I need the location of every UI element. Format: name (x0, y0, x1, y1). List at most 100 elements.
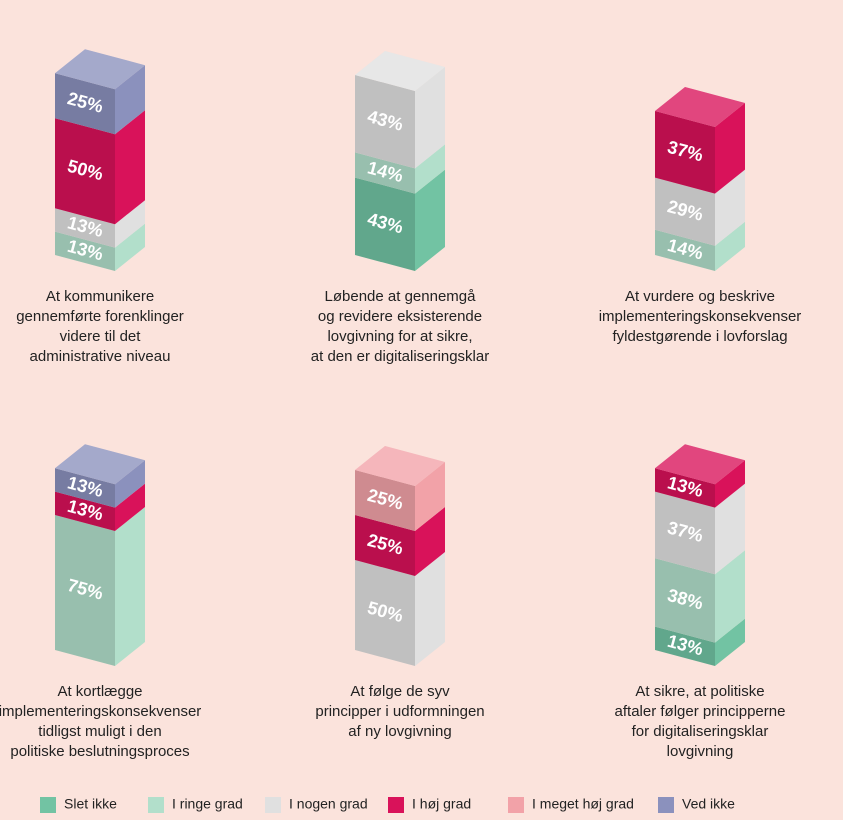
segment-front (55, 515, 115, 666)
bar-segment (55, 460, 145, 508)
category-label: At kommunikere (46, 288, 154, 305)
segment-front-shade (655, 229, 715, 271)
bar-top (355, 446, 445, 486)
bar-segment (355, 144, 445, 194)
segment-side (415, 144, 445, 194)
bar-segment (55, 483, 145, 531)
category-label: Løbende at gennemgå (325, 288, 477, 305)
category-label: af ny lovgivning (348, 723, 451, 740)
bar-segment (355, 552, 445, 666)
legend-label: Ved ikke (682, 796, 735, 812)
segment-front (55, 468, 115, 508)
bar-segment (55, 507, 145, 666)
legend-label: I ringe grad (172, 796, 243, 812)
segment-front-shade (655, 468, 715, 508)
bar-top (655, 444, 745, 485)
segment-front (655, 626, 715, 666)
category-label: At vurdere og beskrive (625, 288, 775, 305)
segment-front-shade (55, 515, 115, 666)
segment-side (415, 552, 445, 666)
legend-label: I nogen grad (289, 796, 368, 812)
bar-top (655, 87, 745, 127)
segment-side (415, 462, 445, 531)
bar-top (355, 51, 445, 91)
segment-front-shade (655, 111, 715, 194)
legend-swatch (508, 797, 524, 813)
legend-label: I meget høj grad (532, 796, 634, 812)
segment-side (115, 65, 145, 135)
segment-front (655, 111, 715, 194)
category-label: lovgivning (667, 743, 734, 760)
segment-side (115, 460, 145, 508)
segment-side (115, 507, 145, 666)
bar-segment (55, 110, 145, 225)
bar-segment (655, 618, 745, 666)
bar-segment (55, 65, 145, 135)
bar-segment (55, 200, 145, 248)
bar-top-tint (655, 87, 745, 127)
bar-segment (355, 67, 445, 169)
segment-side (415, 507, 445, 576)
category-label: tidligst muligt i den (38, 723, 161, 740)
legend-label: Slet ikke (64, 796, 117, 812)
bar-top (55, 444, 145, 485)
segment-front (655, 229, 715, 271)
segment-front-shade (355, 560, 415, 666)
bar-segment (655, 169, 745, 246)
legend-label: I høj grad (412, 796, 471, 812)
category-label: at den er digitaliseringsklar (311, 348, 489, 365)
category-label: lovgivning for at sikre, (327, 328, 472, 345)
category-label: administrative niveau (30, 348, 171, 365)
category-label: implementeringskonsekvenser (599, 308, 802, 325)
legend-swatch (265, 797, 281, 813)
segment-front-shade (655, 558, 715, 643)
category-label: fyldestgørende i lovforslag (612, 328, 787, 345)
segment-side (715, 618, 745, 666)
segment-front (655, 177, 715, 246)
segment-side (715, 460, 745, 508)
segment-front (55, 208, 115, 248)
segment-front (355, 152, 415, 194)
bar-segment (655, 483, 745, 575)
segment-side (715, 169, 745, 246)
legend-swatch (658, 797, 674, 813)
segment-front (655, 468, 715, 508)
segment-side (715, 483, 745, 575)
category-label: aftaler følger principperne (615, 703, 786, 720)
category-label: gennemførte forenklinger (16, 308, 184, 325)
category-label: implementeringskonsekvenser (0, 703, 201, 720)
segment-front-shade (55, 118, 115, 225)
category-label: At kortlægge (57, 683, 142, 700)
bar-top-tint (55, 49, 145, 90)
segment-front (355, 75, 415, 169)
legend-swatch (40, 797, 56, 813)
segment-front-shade (55, 73, 115, 135)
segment-front (55, 73, 115, 135)
bar-top-tint (355, 446, 445, 486)
bar-segment (55, 223, 145, 271)
segment-front-shade (655, 177, 715, 246)
segment-side (715, 550, 745, 643)
bar-top-tint (55, 444, 145, 485)
segment-front-shade (355, 152, 415, 194)
segment-front-shade (355, 515, 415, 576)
segment-front (355, 177, 415, 271)
bar-segment (355, 507, 445, 576)
segment-side (115, 200, 145, 248)
bar-top-tint (355, 51, 445, 91)
bar-top (55, 49, 145, 90)
segment-front-shade (355, 75, 415, 169)
segment-front-shade (55, 491, 115, 531)
bar-segment (655, 550, 745, 643)
segment-front-shade (55, 468, 115, 508)
legend-swatch (388, 797, 404, 813)
segment-front (355, 560, 415, 666)
segment-side (415, 67, 445, 169)
bar-top-tint (655, 444, 745, 485)
segment-side (415, 169, 445, 271)
segment-front (355, 470, 415, 531)
segment-front (655, 558, 715, 643)
segment-front-shade (355, 470, 415, 531)
category-label: politiske beslutningsproces (10, 743, 189, 760)
category-label: principper i udformningen (315, 703, 484, 720)
